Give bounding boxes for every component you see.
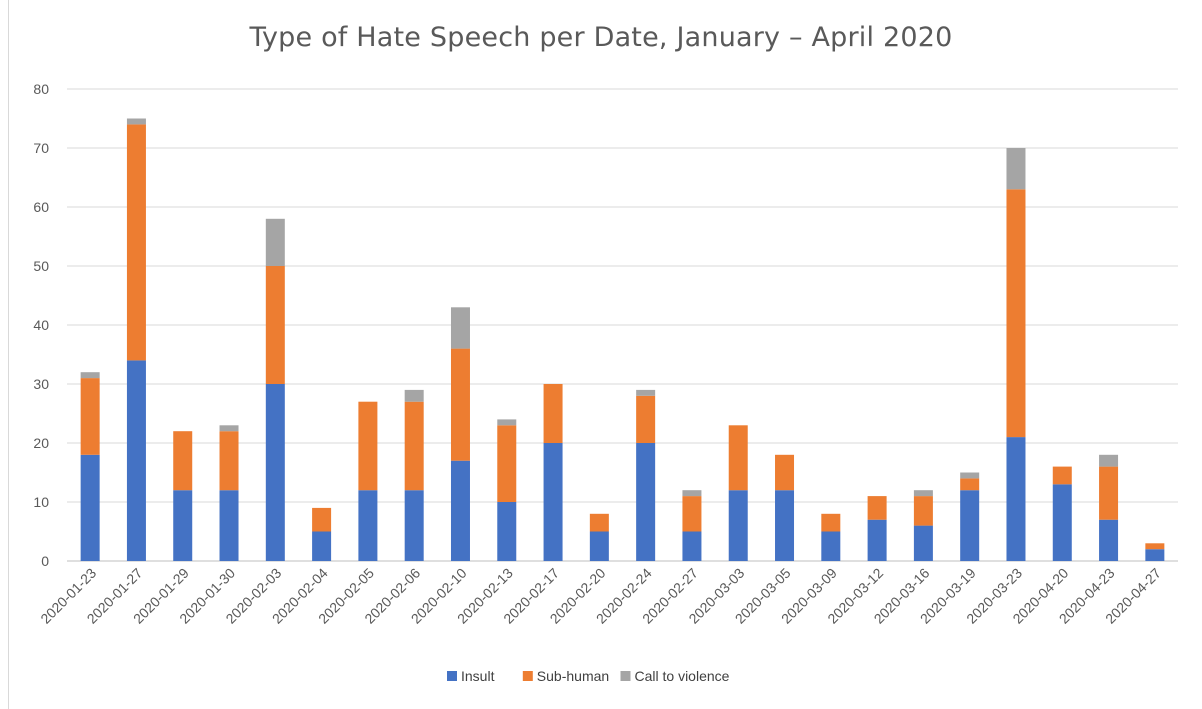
bar-insult xyxy=(775,490,795,561)
legend-label: Call to violence xyxy=(635,668,730,684)
bar-insult xyxy=(126,360,146,561)
bar-call-to-violence xyxy=(1099,454,1119,467)
bar-call-to-violence xyxy=(913,490,933,497)
bar-call-to-violence xyxy=(126,118,146,125)
bar-call-to-violence xyxy=(636,389,656,396)
bar-sub-human xyxy=(173,431,193,491)
bar-sub-human xyxy=(1099,466,1119,520)
bar-insult xyxy=(682,531,702,561)
bar-sub-human xyxy=(497,425,517,502)
bar-sub-human xyxy=(960,478,980,491)
y-tick-label: 50 xyxy=(33,258,49,274)
bar-sub-human xyxy=(589,513,609,532)
bar-insult xyxy=(960,490,980,561)
legend-label: Insult xyxy=(461,668,495,684)
legend-swatch xyxy=(620,671,631,681)
bar-call-to-violence xyxy=(450,307,470,349)
bar-call-to-violence xyxy=(497,419,517,426)
bar-sub-human xyxy=(404,401,424,491)
chart-title: Type of Hate Speech per Date, January – … xyxy=(249,22,953,53)
y-tick-label: 40 xyxy=(33,317,49,333)
y-tick-label: 10 xyxy=(33,494,49,510)
bar-sub-human xyxy=(636,395,656,443)
bar-insult xyxy=(404,490,424,561)
bar-insult xyxy=(1145,549,1165,561)
bar-call-to-violence xyxy=(80,372,100,379)
y-tick-label: 30 xyxy=(33,376,49,392)
bar-call-to-violence xyxy=(682,490,702,497)
bar-sub-human xyxy=(728,425,748,491)
bar-sub-human xyxy=(450,348,470,461)
bar-insult xyxy=(543,443,563,561)
bar-insult xyxy=(80,454,100,561)
bar-sub-human xyxy=(867,496,887,520)
bar-sub-human xyxy=(219,431,239,491)
bar-call-to-violence xyxy=(1006,148,1026,190)
bar-sub-human xyxy=(682,496,702,532)
bar-call-to-violence xyxy=(265,218,285,266)
bar-sub-human xyxy=(1006,189,1026,438)
bar-insult xyxy=(821,531,841,561)
x-axis-ticks: 2020-01-232020-01-272020-01-292020-01-30… xyxy=(37,565,1164,627)
bar-sub-human xyxy=(1145,543,1165,550)
bar-call-to-violence xyxy=(960,472,980,479)
bar-insult xyxy=(636,443,656,561)
bar-sub-human xyxy=(126,124,146,361)
legend-swatch xyxy=(447,671,457,681)
bar-insult xyxy=(589,531,609,561)
y-tick-label: 20 xyxy=(33,435,49,451)
bar-insult xyxy=(1099,519,1119,561)
bar-insult xyxy=(913,525,933,561)
bar-sub-human xyxy=(821,513,841,532)
bar-sub-human xyxy=(775,454,795,491)
gridlines xyxy=(67,88,1178,562)
bar-call-to-violence xyxy=(404,389,424,402)
bars xyxy=(80,118,1165,561)
bar-insult xyxy=(1052,484,1072,561)
bar-insult xyxy=(450,460,470,561)
bar-sub-human xyxy=(913,496,933,526)
bar-insult xyxy=(358,490,378,561)
y-tick-label: 70 xyxy=(33,140,49,156)
y-tick-label: 0 xyxy=(41,553,49,569)
bar-insult xyxy=(497,502,517,561)
legend-swatch xyxy=(522,671,533,681)
chart-frame xyxy=(8,0,1202,709)
y-tick-label: 80 xyxy=(33,81,49,97)
bar-insult xyxy=(728,490,748,561)
bar-insult xyxy=(312,531,332,561)
bar-sub-human xyxy=(312,507,332,532)
bar-sub-human xyxy=(543,384,563,443)
bar-sub-human xyxy=(80,378,100,455)
bar-sub-human xyxy=(358,401,378,491)
y-axis-ticks: 0 10 20 30 40 50 60 70 80 xyxy=(33,81,49,569)
bar-insult xyxy=(219,490,239,561)
legend: Insult Sub-human Call to violence xyxy=(447,668,730,684)
bar-insult xyxy=(867,519,887,561)
y-tick-label: 60 xyxy=(33,199,49,215)
bar-insult xyxy=(265,384,285,561)
bar-sub-human xyxy=(265,266,285,384)
bar-sub-human xyxy=(1052,466,1072,485)
legend-label: Sub-human xyxy=(537,668,609,684)
bar-insult xyxy=(173,490,193,561)
bar-insult xyxy=(1006,437,1026,561)
bar-call-to-violence xyxy=(219,425,239,432)
